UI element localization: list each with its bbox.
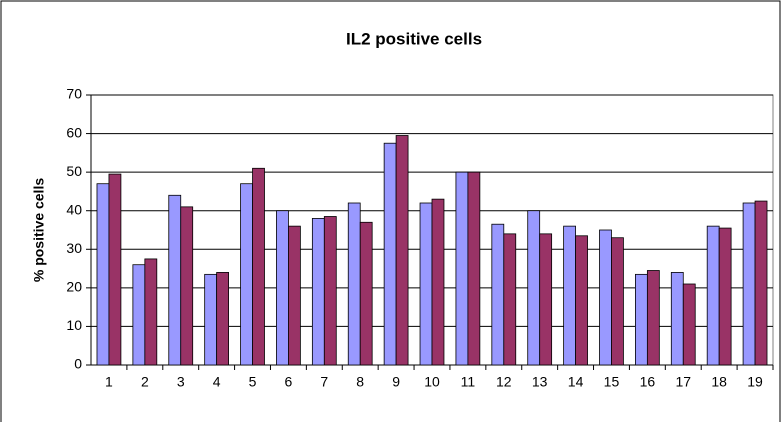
bar: [395, 135, 409, 366]
x-tick-label: 6: [285, 374, 293, 390]
bar: [383, 142, 397, 366]
bar: [539, 233, 553, 366]
bar: [646, 270, 660, 366]
bar: [347, 202, 361, 366]
bar: [323, 216, 337, 366]
x-tick-label: 4: [213, 374, 221, 390]
x-tick-label: 14: [568, 374, 584, 390]
bar: [718, 227, 732, 366]
bar: [168, 194, 182, 366]
bar: [311, 218, 325, 366]
x-tick-label: 9: [392, 374, 400, 390]
x-tick-label: 11: [461, 374, 476, 390]
y-tick-label: 40: [66, 201, 82, 217]
bar: [180, 206, 194, 366]
bar: [467, 171, 481, 366]
bar: [742, 202, 756, 366]
x-tick-label: 16: [640, 374, 656, 390]
bar: [132, 264, 146, 366]
bar: [288, 225, 301, 366]
x-tick-label: 18: [711, 374, 727, 390]
x-tick-label: 2: [141, 374, 149, 390]
x-tick-label: 10: [424, 374, 440, 390]
y-tick-label: 0: [74, 356, 82, 372]
x-tick-label: 7: [320, 374, 328, 390]
bar: [359, 221, 373, 366]
y-tick-label: 60: [66, 124, 82, 140]
x-tick-label: 13: [532, 374, 548, 390]
bar: [670, 272, 684, 366]
x-tick-label: 3: [177, 374, 185, 390]
y-tick-label: 20: [66, 279, 82, 295]
bar: [575, 235, 588, 366]
bar: [431, 198, 445, 366]
x-tick-label: 17: [675, 374, 691, 390]
bar: [599, 229, 612, 366]
bar: [419, 202, 433, 366]
y-tick-label: 10: [66, 317, 82, 333]
bar: [491, 223, 505, 366]
x-tick-label: 1: [105, 374, 113, 390]
bar: [503, 233, 517, 366]
bar: [611, 237, 624, 366]
y-tick-label: 50: [66, 163, 82, 179]
bar: [108, 173, 122, 366]
chart-title: IL2 positive cells: [346, 29, 482, 48]
y-tick-label: 30: [66, 240, 82, 256]
x-tick-label: 15: [604, 374, 620, 390]
x-tick-label: 12: [496, 374, 512, 390]
bar: [563, 225, 576, 366]
bar: [216, 272, 229, 366]
bar: [276, 210, 289, 366]
bar: [527, 210, 541, 366]
x-tick-label: 5: [249, 374, 257, 390]
bar: [455, 171, 469, 366]
x-tick-label: 8: [356, 374, 364, 390]
y-tick-label: 70: [66, 86, 82, 102]
x-tick-label: 19: [747, 374, 763, 390]
bar: [252, 167, 265, 366]
bar: [240, 183, 253, 366]
bar: [635, 273, 648, 366]
bar: [682, 283, 696, 366]
bar: [96, 183, 110, 366]
y-axis-label: % positive cells: [31, 178, 47, 282]
bar: [706, 225, 720, 366]
bar: [144, 258, 158, 366]
bar: [204, 273, 218, 366]
bar: [754, 200, 768, 366]
